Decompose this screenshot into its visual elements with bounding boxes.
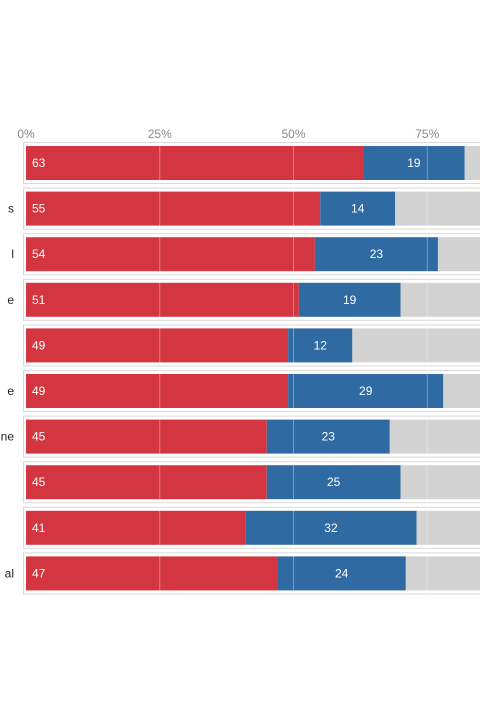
value-label-blue: 29 xyxy=(359,384,373,398)
bar-segment-blue xyxy=(288,374,444,408)
bar-segment-gray xyxy=(405,556,480,591)
row-frame xyxy=(23,187,480,230)
value-label-blue: 24 xyxy=(335,566,349,580)
bar-segment-gray xyxy=(464,146,480,180)
value-label-red: 47 xyxy=(32,566,46,580)
value-label-blue: 19 xyxy=(343,293,357,307)
value-label-red: 49 xyxy=(32,384,46,398)
bar-segment-blue xyxy=(288,328,353,363)
value-label-red: 49 xyxy=(32,338,46,352)
row-label: l xyxy=(11,247,14,261)
bar-segment-red xyxy=(26,237,315,272)
row-labels: s l e e ne al xyxy=(1,202,15,581)
value-label-red: 41 xyxy=(32,521,46,535)
row-label: e xyxy=(7,293,14,307)
bars xyxy=(26,146,480,591)
bar-segment-blue xyxy=(245,510,417,545)
bar-segment-gray xyxy=(400,465,480,500)
bar-segment-blue xyxy=(298,282,401,317)
bar-segment-red xyxy=(26,510,246,545)
bar-segment-red xyxy=(26,146,364,180)
bar-segment-red xyxy=(26,374,289,408)
row-frame xyxy=(23,233,480,276)
bar-segment-red xyxy=(26,419,267,454)
value-label-red: 45 xyxy=(32,430,46,444)
bar-segment-gray xyxy=(395,191,480,226)
row-label: ne xyxy=(1,430,15,444)
row-frame xyxy=(23,142,480,184)
value-label-blue: 23 xyxy=(370,247,384,261)
value-label-blue: 23 xyxy=(322,430,336,444)
bar-segment-red xyxy=(26,556,278,591)
bar-segment-gray xyxy=(400,282,480,317)
bar-segment-gray xyxy=(416,510,480,545)
value-label-blue: 12 xyxy=(314,338,328,352)
value-label-red: 51 xyxy=(32,293,46,307)
bar-segment-gray xyxy=(437,237,480,272)
value-label-red: 63 xyxy=(32,156,46,170)
bar-segment-blue xyxy=(266,465,401,500)
row-frame xyxy=(23,278,480,321)
bar-segment-red xyxy=(26,328,289,363)
bar-segment-blue xyxy=(363,146,465,180)
row-frame xyxy=(23,461,480,504)
row-frame xyxy=(23,552,480,595)
value-label-blue: 32 xyxy=(324,521,338,535)
bar-segment-red xyxy=(26,282,299,317)
bar-segment-gray xyxy=(352,328,480,363)
x-tick-label: 0% xyxy=(17,127,35,141)
value-label-red: 54 xyxy=(32,247,46,261)
row-frame xyxy=(23,506,480,549)
bar-segment-red xyxy=(26,465,267,500)
bar-segment-gray xyxy=(443,374,480,408)
value-label-red: 45 xyxy=(32,475,46,489)
row-frame xyxy=(23,370,480,412)
row-frames xyxy=(23,142,480,595)
value-label-blue: 14 xyxy=(351,202,365,216)
bar-segment-blue xyxy=(266,419,390,454)
row-label: al xyxy=(5,566,14,580)
bar-segment-red xyxy=(26,191,321,226)
bar-segment-blue xyxy=(320,191,396,226)
value-label-blue: 25 xyxy=(327,475,341,489)
row-label: e xyxy=(7,384,14,398)
x-tick-label: 25% xyxy=(148,127,172,141)
x-tick-label: 50% xyxy=(281,127,305,141)
bar-segment-blue xyxy=(314,237,438,272)
row-label: s xyxy=(8,202,14,216)
row-frame xyxy=(23,324,480,367)
bar-segment-gray xyxy=(389,419,480,454)
bar-segment-blue xyxy=(277,556,406,591)
value-label-blue: 19 xyxy=(407,156,421,170)
value-labels: 63 19 55 14 54 23 51 19 49 12 49 29 45 23 45 25 41 32 47 24 xyxy=(32,156,421,580)
row-frame xyxy=(23,415,480,458)
gridlines xyxy=(159,142,428,598)
x-tick-label: 75% xyxy=(415,127,439,141)
value-label-red: 55 xyxy=(32,202,46,216)
x-axis-ticks: 0% 25% 50% 75% xyxy=(17,127,439,141)
